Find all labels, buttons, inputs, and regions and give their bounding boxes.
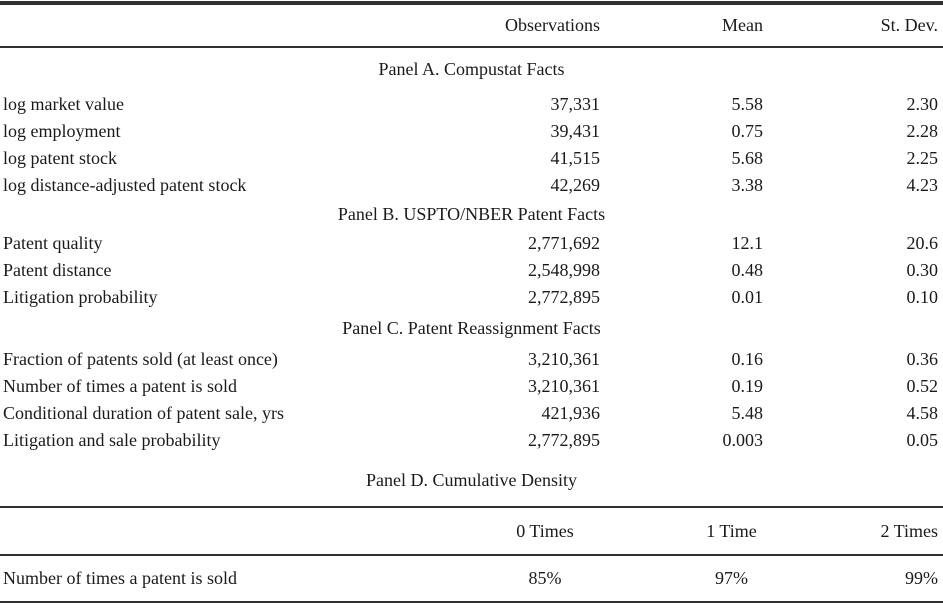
row-label: Fraction of patents sold (at least once) xyxy=(3,349,278,369)
table-row: Fraction of patents sold (at least once)… xyxy=(0,346,943,373)
observations-value: 2,772,895 xyxy=(528,287,600,307)
panel-d-header-row: 0 Times 1 Time 2 Times xyxy=(0,508,943,554)
col-header-2-times: 2 Times xyxy=(880,520,938,541)
table-row: Litigation probability 2,772,895 0.01 0.… xyxy=(0,284,943,311)
row-label: Number of times a patent is sold xyxy=(3,376,237,396)
row-label: log distance-adjusted patent stock xyxy=(3,175,247,195)
row-label: Conditional duration of patent sale, yrs xyxy=(3,403,284,423)
top-double-rule xyxy=(0,1,943,5)
observations-value: 41,515 xyxy=(550,148,601,168)
header-rule xyxy=(0,46,943,48)
st-dev-value: 2.30 xyxy=(906,94,939,114)
observations-value: 2,772,895 xyxy=(528,430,600,450)
mean-value: 0.003 xyxy=(722,430,764,450)
row-label: log patent stock xyxy=(3,148,117,168)
observations-value: 42,269 xyxy=(550,175,601,195)
row-label: Number of times a patent is sold xyxy=(3,568,237,588)
st-dev-value: 0.36 xyxy=(906,349,939,369)
main-header-row: Observations Mean St. Dev. xyxy=(0,5,943,46)
panel-c-title: Panel C. Patent Reassignment Facts xyxy=(342,318,601,338)
st-dev-value: 20.6 xyxy=(906,233,939,253)
table-row: log market value 37,331 5.58 2.30 xyxy=(0,91,943,118)
panel-a-title: Panel A. Compustat Facts xyxy=(378,59,565,79)
st-dev-value: 0.52 xyxy=(906,376,939,396)
col-header-observations: Observations xyxy=(505,15,600,35)
observations-value: 39,431 xyxy=(550,121,601,141)
cumulative-2-times-value: 99% xyxy=(905,568,938,588)
table-row: Conditional duration of patent sale, yrs… xyxy=(0,400,943,427)
table-row: log employment 39,431 0.75 2.28 xyxy=(0,118,943,145)
st-dev-value: 0.10 xyxy=(906,287,939,307)
observations-value: 421,936 xyxy=(541,403,601,423)
row-label: log market value xyxy=(3,94,124,114)
mean-value: 12.1 xyxy=(731,233,764,253)
observations-value: 37,331 xyxy=(550,94,601,114)
table-row: Litigation and sale probability 2,772,89… xyxy=(0,427,943,454)
panel-d-top-rule xyxy=(0,506,943,508)
st-dev-value: 0.05 xyxy=(906,430,939,450)
row-label: Litigation probability xyxy=(3,287,158,307)
row-label: Patent quality xyxy=(3,233,103,253)
mean-value: 0.16 xyxy=(731,349,764,369)
mean-value: 3.38 xyxy=(731,175,764,195)
st-dev-value: 4.23 xyxy=(906,175,939,195)
mean-value: 0.48 xyxy=(731,260,764,280)
mean-value: 0.75 xyxy=(731,121,764,141)
bottom-rule xyxy=(0,601,943,603)
panel-b-title: Panel B. USPTO/NBER Patent Facts xyxy=(337,204,606,224)
mean-value: 5.58 xyxy=(731,94,764,114)
mean-value: 5.48 xyxy=(731,403,764,423)
table-row: Number of times a patent is sold 3,210,3… xyxy=(0,373,943,400)
mean-value: 0.19 xyxy=(731,376,764,396)
col-header-1-time: 1 Time xyxy=(706,520,757,541)
table-row: Number of times a patent is sold 85% 97%… xyxy=(0,556,943,601)
mean-value: 0.01 xyxy=(731,287,764,307)
panel-d-mid-rule xyxy=(0,554,943,556)
panel-d-title: Panel D. Cumulative Density xyxy=(366,469,577,490)
st-dev-value: 2.28 xyxy=(906,121,939,141)
observations-value: 3,210,361 xyxy=(528,349,600,369)
col-header-st-dev: St. Dev. xyxy=(880,15,938,35)
observations-value: 2,548,998 xyxy=(528,260,600,280)
observations-value: 3,210,361 xyxy=(528,376,600,396)
st-dev-value: 2.25 xyxy=(906,148,939,168)
col-header-0-times: 0 Times xyxy=(516,520,574,541)
cumulative-1-time-value: 97% xyxy=(715,568,748,588)
table-row: Patent quality 2,771,692 12.1 20.6 xyxy=(0,230,943,257)
table-row: log patent stock 41,515 5.68 2.25 xyxy=(0,145,943,172)
table-row: Patent distance 2,548,998 0.48 0.30 xyxy=(0,257,943,284)
table-row: log distance-adjusted patent stock 42,26… xyxy=(0,172,943,199)
col-header-mean: Mean xyxy=(722,15,763,35)
st-dev-value: 0.30 xyxy=(906,260,939,280)
cumulative-0-times-value: 85% xyxy=(528,568,562,588)
mean-value: 5.68 xyxy=(731,148,764,168)
row-label: Patent distance xyxy=(3,260,112,280)
row-label: Litigation and sale probability xyxy=(3,430,221,450)
st-dev-value: 4.58 xyxy=(906,403,939,423)
observations-value: 2,771,692 xyxy=(528,233,600,253)
row-label: log employment xyxy=(3,121,121,141)
